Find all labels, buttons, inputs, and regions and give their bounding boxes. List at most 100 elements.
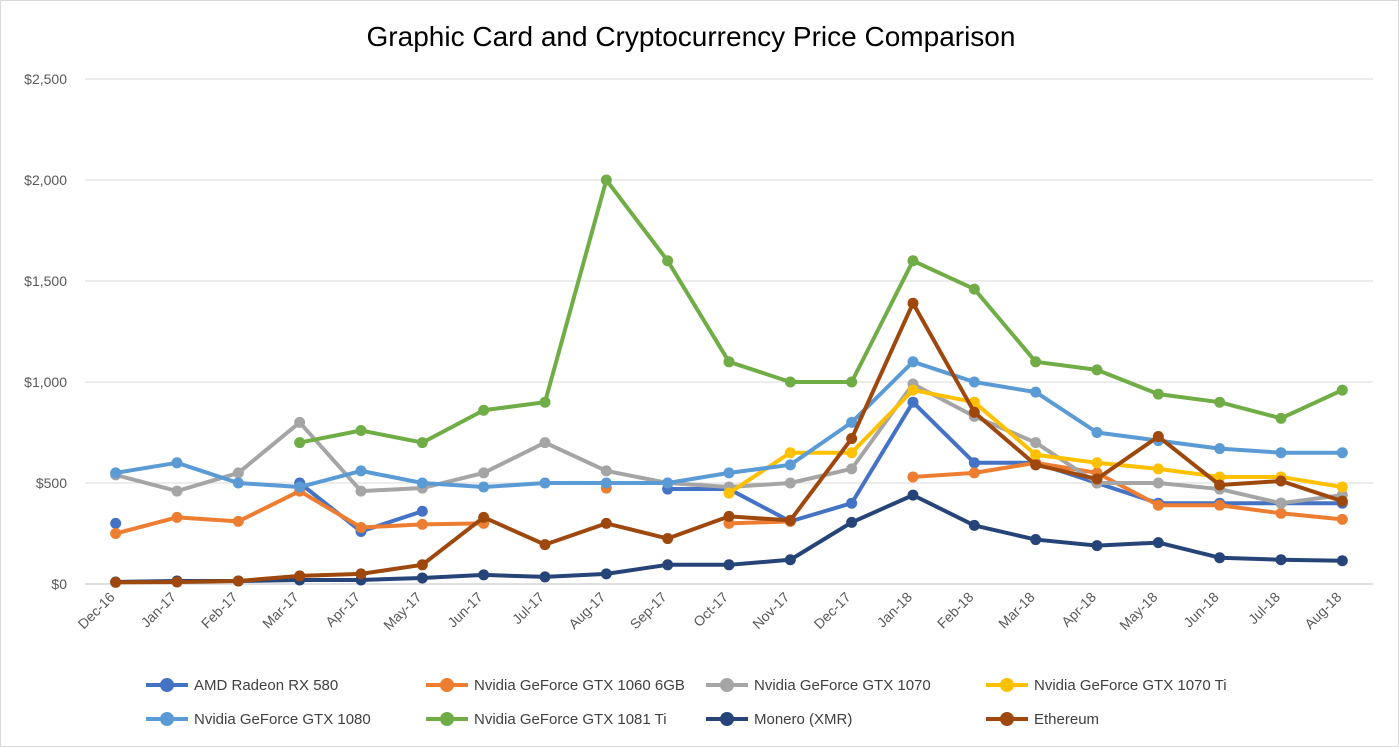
data-point (662, 255, 674, 267)
data-point (539, 539, 551, 551)
data-point (416, 505, 428, 517)
data-point (662, 559, 674, 571)
legend-swatch (426, 707, 468, 731)
series-line (113, 489, 486, 536)
legend-marker (1000, 678, 1014, 692)
data-point (478, 511, 490, 523)
data-point (600, 517, 612, 529)
legend-swatch (146, 707, 188, 731)
data-point (784, 554, 796, 566)
data-point (539, 396, 551, 408)
x-tick-label: Mar-17 (259, 589, 302, 632)
data-point (478, 569, 490, 581)
data-point (1030, 356, 1042, 368)
legend-swatch (986, 707, 1028, 731)
y-tick-label: $500 (36, 475, 67, 491)
data-point (478, 481, 490, 493)
data-point (968, 283, 980, 295)
data-point (968, 467, 980, 479)
data-point (294, 416, 306, 428)
data-point (1336, 495, 1348, 507)
data-point (171, 511, 183, 523)
data-point (1030, 449, 1042, 461)
data-point (110, 576, 122, 588)
data-point (907, 297, 919, 309)
series-line (727, 519, 793, 526)
data-point (478, 404, 490, 416)
data-point (1275, 507, 1287, 519)
data-point (355, 465, 367, 477)
x-tick-label: Jul-17 (509, 589, 547, 627)
data-point (662, 477, 674, 489)
data-point (1152, 431, 1164, 443)
data-point (478, 467, 490, 479)
x-tick-label: Jul-18 (1245, 589, 1283, 627)
data-point (1152, 388, 1164, 400)
data-point (110, 528, 122, 539)
legend-marker (440, 678, 454, 692)
data-point (1336, 447, 1348, 459)
legend-item: Monero (XMR) (706, 707, 852, 731)
data-point (846, 416, 858, 428)
data-point (907, 396, 919, 408)
data-point (1275, 447, 1287, 459)
legend-label: Nvidia GeForce GTX 1070 Ti (1034, 676, 1227, 694)
data-point (1030, 534, 1042, 546)
legend-marker (720, 678, 734, 692)
data-point (416, 437, 428, 449)
data-point (294, 437, 306, 449)
y-tick-label: $2,500 (24, 71, 67, 87)
x-tick-label: May-17 (380, 589, 424, 633)
data-point (1275, 497, 1287, 509)
x-tick-label: Jun-17 (444, 589, 486, 631)
data-point (294, 481, 306, 493)
x-tick-label: May-18 (1116, 589, 1160, 633)
data-point (784, 459, 796, 471)
data-point (1275, 412, 1287, 424)
data-point (355, 424, 367, 436)
legend-item: Nvidia GeForce GTX 1070 Ti (986, 673, 1227, 697)
x-tick-label: Dec-16 (75, 589, 118, 632)
data-point (907, 489, 919, 501)
x-tick-label: Sep-17 (627, 589, 670, 632)
data-point (600, 568, 612, 580)
data-point (1030, 386, 1042, 398)
data-point (1152, 537, 1164, 549)
data-point (1214, 552, 1226, 564)
y-tick-label: $1,500 (24, 273, 67, 289)
x-tick-label: Jun-18 (1180, 589, 1222, 631)
data-point (1030, 437, 1042, 449)
data-point (232, 515, 244, 527)
data-point (723, 356, 735, 368)
series-7 (110, 297, 1348, 588)
data-point (355, 521, 367, 533)
legend-marker (720, 712, 734, 726)
legend-swatch (146, 673, 188, 697)
data-point (1336, 481, 1348, 493)
series-line (297, 178, 1345, 445)
legend-item: Nvidia GeForce GTX 1070 (706, 673, 931, 697)
data-point (1152, 463, 1164, 475)
data-point (1091, 473, 1103, 485)
legend-item: AMD Radeon RX 580 (146, 673, 338, 697)
data-point (416, 572, 428, 584)
x-tick-label: Jan-17 (138, 589, 180, 631)
data-point (968, 519, 980, 531)
data-point (907, 356, 919, 368)
data-point (171, 576, 183, 588)
data-point (907, 384, 919, 396)
data-point (907, 471, 919, 483)
data-point (784, 514, 796, 526)
x-tick-label: Dec-17 (811, 589, 854, 632)
x-tick-label: Oct-17 (690, 589, 731, 630)
legend: AMD Radeon RX 580 Nvidia GeForce GTX 1060… (146, 671, 1296, 741)
legend-swatch (986, 673, 1028, 697)
data-point (416, 518, 428, 530)
x-tick-label: Mar-18 (995, 589, 1038, 632)
data-point (784, 376, 796, 388)
series-line (911, 460, 1345, 522)
data-point (784, 447, 796, 459)
data-point (846, 463, 858, 475)
